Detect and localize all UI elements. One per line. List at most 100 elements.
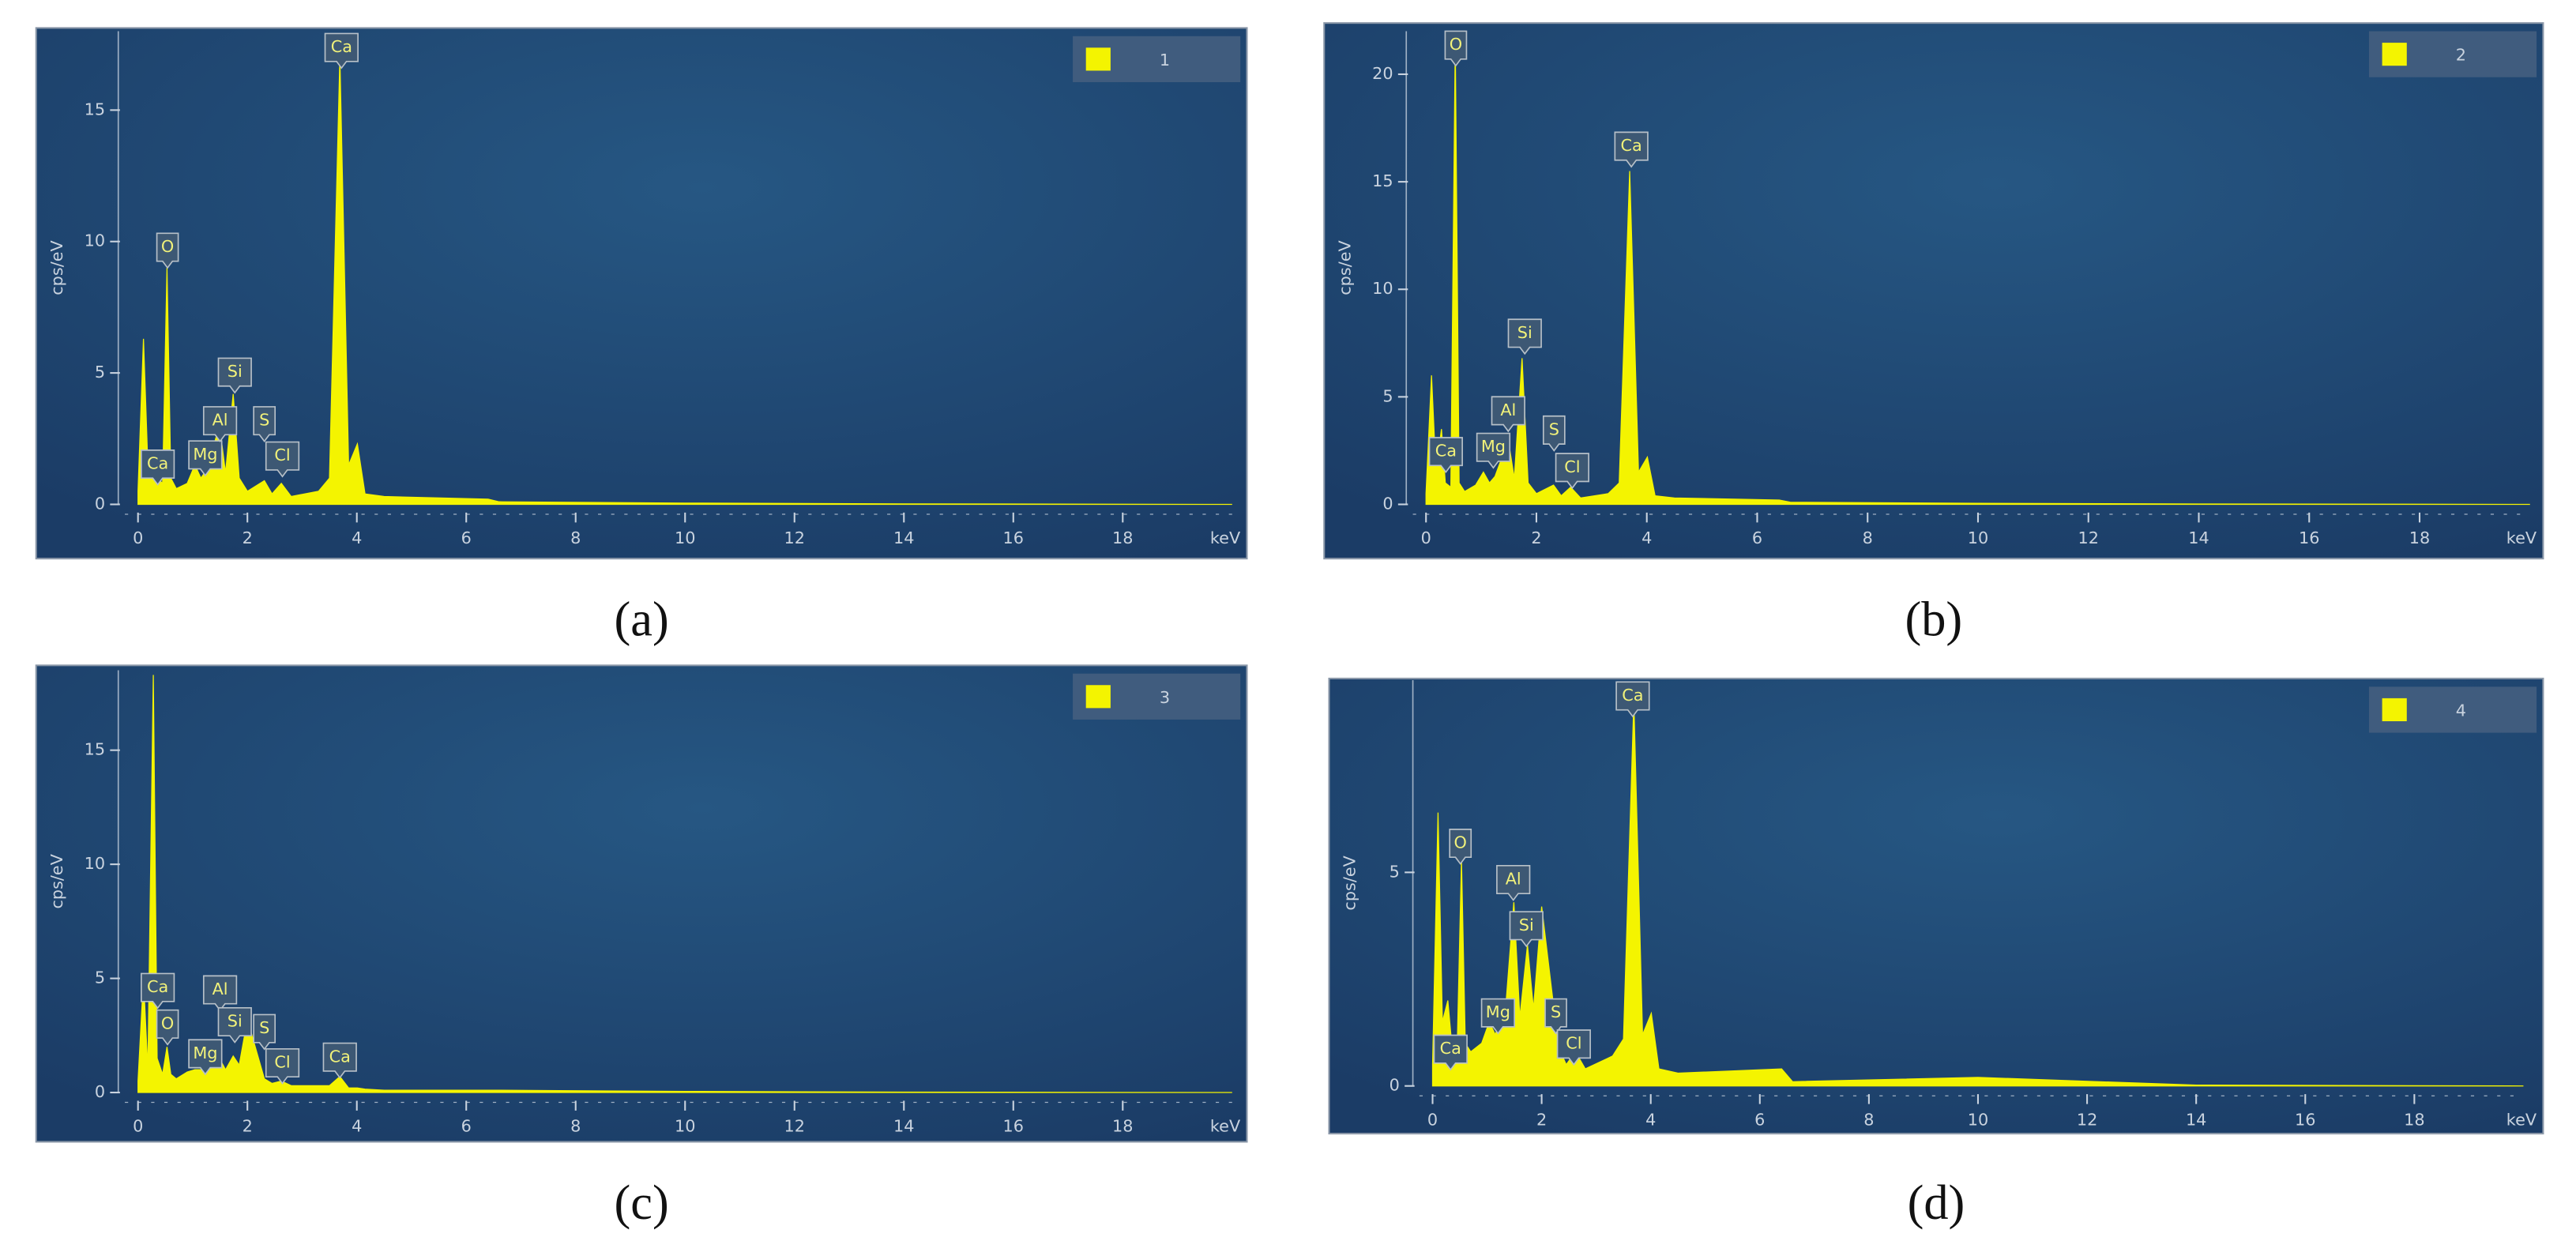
- x-tick-label: 18: [1112, 1117, 1133, 1136]
- x-tick-label: 12: [784, 1117, 805, 1136]
- annotation-box: [1433, 1034, 1468, 1071]
- spectrum: [137, 57, 1232, 506]
- annotation-box: [1507, 318, 1542, 355]
- y-tick-label: 10: [85, 854, 105, 873]
- y-axis-label: cps/eV: [1335, 240, 1354, 295]
- x-tick-label: 6: [461, 528, 472, 547]
- annotation: Al: [212, 411, 228, 430]
- annotation: S: [259, 411, 269, 430]
- x-tick-label: 16: [1003, 528, 1024, 547]
- x-tick-label: 12: [2078, 528, 2099, 547]
- x-tick-label: 10: [675, 528, 695, 547]
- legend-label: 3: [1160, 688, 1170, 707]
- x-tick-label: 4: [1641, 528, 1652, 547]
- y-tick-label: 15: [1372, 171, 1393, 190]
- annotation-box: [188, 1039, 223, 1076]
- annotation-box: [1555, 453, 1590, 490]
- annotation: Ca: [147, 977, 168, 996]
- spectrum: [137, 675, 1232, 1093]
- annotation: S: [259, 1018, 269, 1037]
- y-tick-label: 10: [1372, 279, 1393, 298]
- annotation: Si: [1517, 323, 1532, 342]
- annotation-box: [1428, 437, 1463, 474]
- caption: (c): [615, 1175, 669, 1230]
- annotation: O: [161, 237, 174, 256]
- x-tick-label: 10: [1968, 528, 1988, 547]
- legend-swatch: [1085, 47, 1111, 71]
- annotation-box: [1556, 1029, 1591, 1066]
- x-axis-label: keV: [2506, 528, 2537, 547]
- annotation-box: [265, 1047, 300, 1085]
- annotation: O: [1454, 833, 1467, 852]
- annotation-box: [156, 1009, 179, 1046]
- x-tick-label: 18: [1112, 528, 1133, 547]
- x-tick-label: 16: [2295, 1110, 2315, 1129]
- x-tick-label: 18: [2409, 528, 2430, 547]
- y-tick-label: 5: [95, 968, 105, 987]
- y-tick-label: 0: [1382, 495, 1393, 513]
- legend-swatch: [2382, 43, 2407, 66]
- x-axis-label: keV: [1210, 1117, 1241, 1136]
- annotation-box: [1444, 30, 1468, 67]
- annotation: Al: [1500, 400, 1516, 419]
- x-tick-label: 18: [2404, 1110, 2424, 1129]
- x-tick-label: 4: [1645, 1110, 1656, 1129]
- x-axis-label: keV: [2506, 1110, 2537, 1129]
- legend-label: 2: [2456, 46, 2466, 65]
- annotation-box: [1542, 415, 1566, 452]
- x-tick-label: 16: [1003, 1117, 1024, 1136]
- x-tick-label: 14: [2188, 528, 2209, 547]
- annotation-box: [140, 972, 175, 1010]
- annotation-box: [253, 1013, 276, 1051]
- y-tick-label: 5: [95, 363, 105, 382]
- annotation-box: [253, 406, 276, 443]
- plot-background: [35, 664, 1248, 1143]
- annotation-box: [265, 441, 300, 478]
- legend-swatch: [2382, 698, 2407, 722]
- annotation: Ca: [1440, 1039, 1461, 1058]
- annotation: Si: [228, 362, 243, 381]
- x-tick-label: 8: [1863, 1110, 1874, 1129]
- x-tick-label: 10: [675, 1117, 695, 1136]
- annotation: Ca: [331, 37, 352, 56]
- x-tick-label: 2: [1531, 528, 1541, 547]
- y-tick-label: 15: [85, 100, 105, 118]
- annotation-box: [140, 449, 175, 486]
- x-tick-label: 6: [1752, 528, 1762, 547]
- annotation: Cl: [274, 446, 290, 464]
- annotation-box: [217, 1006, 252, 1044]
- y-axis-label: cps/eV: [47, 853, 66, 908]
- annotation-box: [156, 232, 179, 269]
- y-tick-label: 20: [1372, 64, 1393, 83]
- annotation: Cl: [1564, 457, 1580, 476]
- y-tick-label: 5: [1390, 862, 1400, 881]
- annotation: Cl: [274, 1052, 290, 1071]
- annotation: Si: [1519, 916, 1534, 934]
- x-tick-label: 0: [1421, 528, 1431, 547]
- annotation-box: [1449, 829, 1472, 865]
- x-tick-label: 12: [2077, 1110, 2097, 1129]
- annotation-box: [1615, 681, 1650, 718]
- x-tick-label: 10: [1968, 1110, 1988, 1129]
- annotation-box: [202, 406, 238, 443]
- annotation-box: [322, 1042, 357, 1079]
- x-tick-label: 14: [893, 528, 914, 547]
- annotation-box: [1480, 998, 1516, 1035]
- annotation: Cl: [1566, 1034, 1581, 1053]
- annotation: O: [1450, 35, 1462, 54]
- x-tick-label: 12: [784, 528, 805, 547]
- x-tick-label: 2: [243, 528, 253, 547]
- x-tick-label: 0: [133, 1117, 143, 1136]
- annotation-box: [1509, 911, 1544, 948]
- annotation-box: [1614, 131, 1649, 168]
- legend-label: 1: [1160, 51, 1170, 70]
- annotation: Ca: [147, 454, 168, 473]
- x-tick-label: 0: [1427, 1110, 1438, 1129]
- annotation-box: [1496, 864, 1531, 901]
- x-tick-label: 6: [1754, 1110, 1765, 1129]
- annotation: O: [161, 1013, 174, 1032]
- y-axis-label: cps/eV: [47, 240, 66, 295]
- x-axis-label: keV: [1210, 528, 1241, 547]
